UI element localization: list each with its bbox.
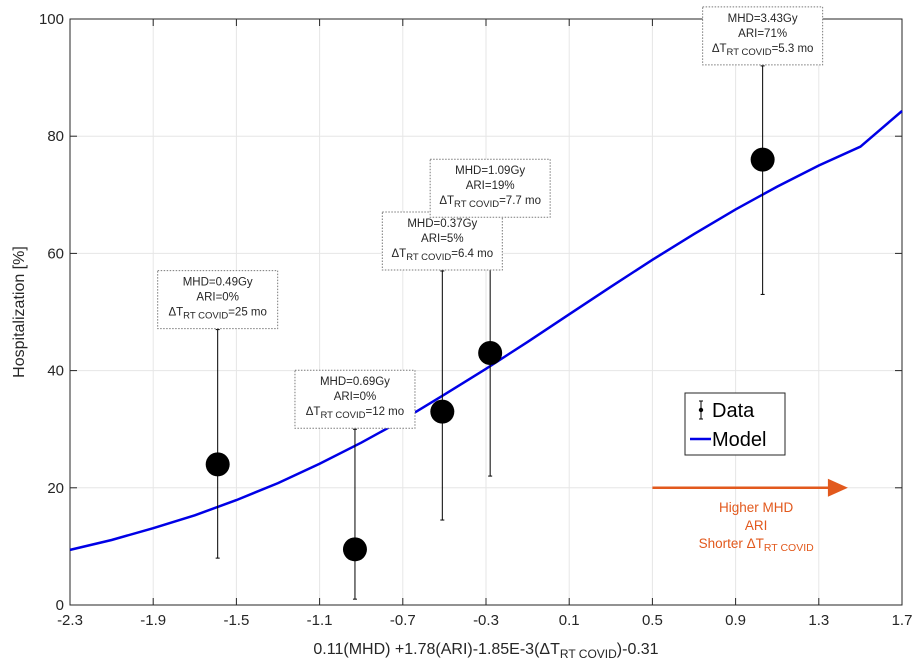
annotation-frame <box>294 369 416 429</box>
annotation-box: MHD=0.69Gy ARI=0% ΔTRT COVID=12 mo <box>294 369 416 429</box>
annotation-box: MHD=3.43Gy ARI=71% ΔTRT COVID=5.3 mo <box>702 6 824 66</box>
annotation-dt-prefix: ΔT <box>712 43 727 55</box>
arrow-head <box>827 478 848 497</box>
annotation-dt-prefix: ΔT <box>439 195 454 207</box>
data-point <box>750 147 775 172</box>
data-point-group <box>205 329 230 559</box>
annotation-dt-line: ΔTRT COVID=7.7 mo <box>439 195 541 210</box>
annotation-dt-value: =5.3 mo <box>772 43 814 55</box>
x-tick-label: -1.1 <box>307 612 333 629</box>
annotation-line: ARI=71% <box>738 28 787 40</box>
legend-box <box>684 392 786 456</box>
annotation-frame <box>157 270 279 330</box>
annotation-box: MHD=1.09Gy ARI=19% ΔTRT COVID=7.7 mo <box>429 158 551 218</box>
data-point-group <box>750 65 775 295</box>
x-axis-title-sub: RT COVID <box>560 647 617 661</box>
annotation-line: ARI=0% <box>334 391 377 403</box>
data-point <box>430 399 455 424</box>
x-tick-label: 1.3 <box>808 612 829 629</box>
annotation-box: MHD=0.37Gy ARI=5% ΔTRT COVID=6.4 mo <box>381 211 503 271</box>
annotation-line: MHD=0.37Gy <box>407 218 477 230</box>
x-tick-label: -0.3 <box>473 612 499 629</box>
data-point <box>478 341 503 366</box>
annotation-line: ARI=19% <box>466 180 515 192</box>
annotation-frame <box>702 6 824 66</box>
annotation-dt-value: =12 mo <box>365 406 404 418</box>
annotation-line: ARI=0% <box>196 292 239 304</box>
annotation-dt-line: ΔTRT COVID=5.3 mo <box>712 43 814 58</box>
annotation-line: MHD=0.49Gy <box>183 277 253 289</box>
annotation-dt-value: =7.7 mo <box>499 195 541 207</box>
annotation-dt-sub: RT COVID <box>406 252 451 263</box>
annotation-line: ARI=5% <box>421 233 464 245</box>
annotation-dt-value: =6.4 mo <box>451 248 493 260</box>
legend-model-label: Model <box>712 429 766 451</box>
data-point <box>205 452 230 477</box>
model-series <box>69 110 903 552</box>
arrow-label: ARI <box>745 518 768 533</box>
annotation-dt-sub: RT COVID <box>320 410 365 421</box>
annotation-dt-line: ΔTRT COVID=25 mo <box>168 307 266 322</box>
legend: Data Model <box>684 392 786 456</box>
y-tick-label: 80 <box>47 128 64 145</box>
arrow-label: Higher MHD <box>719 500 794 515</box>
y-tick-label: 40 <box>47 363 64 380</box>
y-tick-label: 20 <box>47 480 64 497</box>
annotation-dt-line: ΔTRT COVID=12 mo <box>306 406 404 421</box>
annotation-dt-prefix: ΔT <box>168 307 183 319</box>
data-point <box>342 537 367 562</box>
annotation-dt-sub: RT COVID <box>183 311 228 322</box>
x-tick-label: 1.7 <box>892 612 913 629</box>
annotation-line: MHD=1.09Gy <box>455 165 525 177</box>
annotation-dt-sub: RT COVID <box>727 47 772 58</box>
x-tick-label: 0.1 <box>559 612 580 629</box>
x-tick-label: -1.5 <box>223 612 249 629</box>
trend-arrow: Higher MHD ARI Shorter ΔTRT COVID <box>652 478 848 554</box>
x-tick-label: -0.7 <box>390 612 416 629</box>
y-axis-title: Hospitalization [%] <box>11 246 28 378</box>
annotation-dt-value: =25 mo <box>228 307 267 319</box>
annotation-line: MHD=0.69Gy <box>320 376 390 388</box>
x-axis-title-main: 0.11(MHD) +1.78(ARI)-1.85E-3(ΔT <box>313 641 560 658</box>
x-axis-title: 0.11(MHD) +1.78(ARI)-1.85E-3(ΔTRT COVID)… <box>313 641 658 661</box>
x-tick-label: -1.9 <box>140 612 166 629</box>
annotation-box: MHD=0.49Gy ARI=0% ΔTRT COVID=25 mo <box>157 270 279 330</box>
axes: -2.3 -1.9 -1.5 -1.1 -0.7 -0.3 0.1 0.5 0.9 1.3 1.7 0… <box>39 11 912 629</box>
x-tick-label: 0.5 <box>642 612 663 629</box>
annotation-frame <box>381 211 503 271</box>
x-tick-label: 0.9 <box>725 612 746 629</box>
y-tick-label: 0 <box>56 597 64 614</box>
y-tick-label: 100 <box>39 11 64 28</box>
legend-data-marker <box>698 407 704 413</box>
annotation-frame <box>429 158 551 218</box>
legend-data-label: Data <box>712 400 755 422</box>
x-tick-label: -2.3 <box>57 612 83 629</box>
annotation-dt-prefix: ΔT <box>306 406 321 418</box>
data-point-group <box>430 270 455 521</box>
data-point-group <box>342 428 367 600</box>
arrow-label-prefix: Shorter ΔT <box>699 536 764 551</box>
arrow-label-sub: RT COVID <box>764 542 814 554</box>
annotation-line: MHD=3.43Gy <box>728 13 798 25</box>
annotation-dt-prefix: ΔT <box>391 248 406 260</box>
arrow-label-last: Shorter ΔTRT COVID <box>699 536 815 554</box>
model-line <box>69 110 903 552</box>
x-axis-title-end: )-0.31 <box>617 641 659 658</box>
y-tick-label: 60 <box>47 245 64 262</box>
annotation-dt-sub: RT COVID <box>454 199 499 210</box>
annotation-dt-line: ΔTRT COVID=6.4 mo <box>391 248 493 263</box>
